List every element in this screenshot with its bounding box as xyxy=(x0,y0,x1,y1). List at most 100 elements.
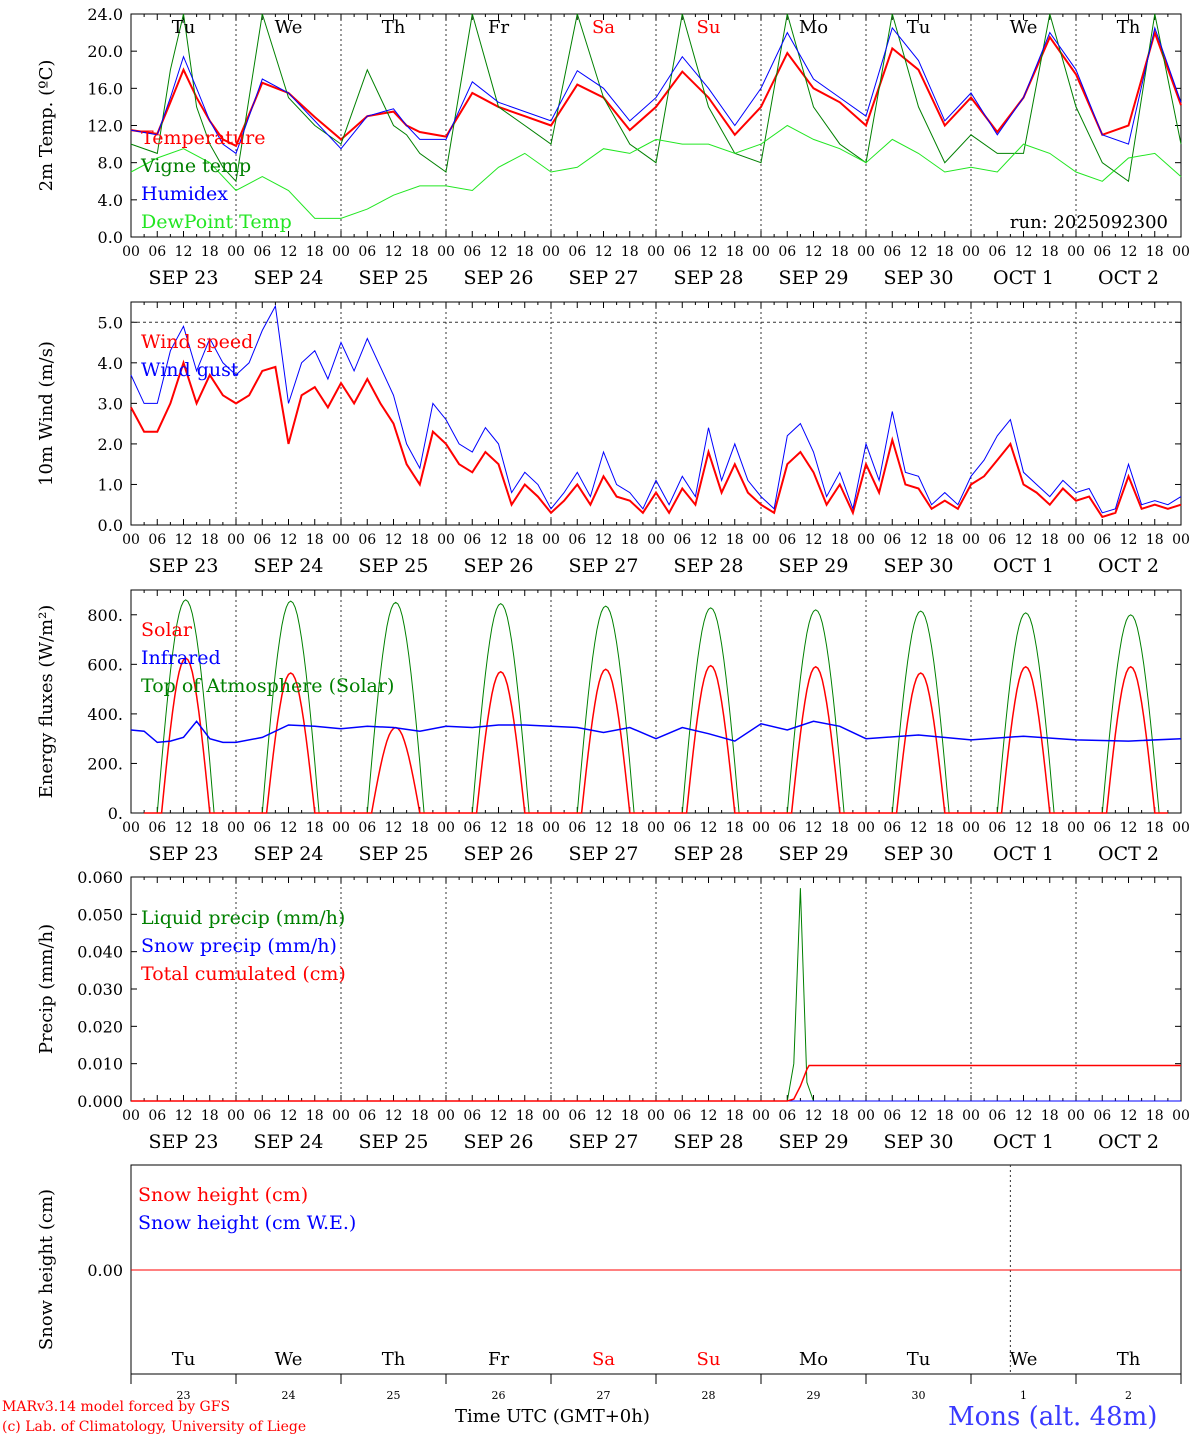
hour-tick-label: 00 xyxy=(122,820,140,836)
date-label: OCT 1 xyxy=(993,1131,1054,1153)
y-tick-label: 400. xyxy=(87,705,123,724)
day-number-label: 23 xyxy=(177,1389,191,1402)
hour-tick-label: 18 xyxy=(306,244,324,260)
hour-tick-label: 06 xyxy=(253,820,271,836)
hour-tick-label: 18 xyxy=(1041,820,1059,836)
hour-tick-label: 06 xyxy=(253,532,271,548)
hour-tick-label: 00 xyxy=(227,1108,245,1124)
weekday-label: We xyxy=(1010,1349,1038,1370)
hour-tick-label: 00 xyxy=(227,820,245,836)
hour-tick-label: 18 xyxy=(1146,244,1164,260)
hour-tick-label: 06 xyxy=(568,532,586,548)
y-tick-label: 24.0 xyxy=(87,5,123,24)
weekday-label: Tu xyxy=(907,17,931,38)
weekday-label: Su xyxy=(697,1349,721,1370)
hour-tick-label: 12 xyxy=(1120,532,1138,548)
y-tick-label: 20.0 xyxy=(87,42,123,61)
date-label: SEP 30 xyxy=(884,1131,954,1153)
y-tick-label: 0.0 xyxy=(98,228,123,247)
y-tick-label: 0.0 xyxy=(98,516,123,535)
y-tick-label: 4.0 xyxy=(98,354,123,373)
hour-tick-label: 18 xyxy=(726,532,744,548)
hour-tick-label: 00 xyxy=(332,1108,350,1124)
hour-tick-label: 18 xyxy=(516,1108,534,1124)
hour-tick-label: 12 xyxy=(490,532,508,548)
date-label: SEP 30 xyxy=(884,555,954,577)
date-label: SEP 30 xyxy=(884,267,954,289)
hour-tick-label: 00 xyxy=(752,820,770,836)
series-solar xyxy=(144,657,1168,814)
hour-tick-label: 00 xyxy=(1067,244,1085,260)
legend-snow-precip-mm-h-: Snow precip (mm/h) xyxy=(141,935,337,957)
hour-tick-label: 00 xyxy=(857,820,875,836)
y-tick-label: 0. xyxy=(108,804,123,823)
hour-tick-label: 18 xyxy=(621,244,639,260)
hour-tick-label: 12 xyxy=(910,244,928,260)
hour-tick-label: 06 xyxy=(463,532,481,548)
hour-tick-label: 18 xyxy=(201,820,219,836)
hour-tick-label: 12 xyxy=(700,532,718,548)
hour-tick-label: 00 xyxy=(542,1108,560,1124)
hour-tick-label: 00 xyxy=(542,820,560,836)
date-label: SEP 28 xyxy=(674,843,744,865)
hour-tick-label: 18 xyxy=(936,1108,954,1124)
y-tick-label: 4.0 xyxy=(98,191,123,210)
date-label: SEP 26 xyxy=(464,555,534,577)
hour-tick-label: 06 xyxy=(883,244,901,260)
hour-tick-label: 00 xyxy=(227,244,245,260)
hour-tick-label: 18 xyxy=(936,820,954,836)
hour-tick-label: 06 xyxy=(463,244,481,260)
series-wind-gust xyxy=(130,304,1182,514)
legend-solar: Solar xyxy=(141,619,193,641)
hour-tick-label: 12 xyxy=(1015,820,1033,836)
hour-tick-label: 12 xyxy=(1015,532,1033,548)
y-tick-label: 600. xyxy=(87,655,123,674)
hour-tick-label: 00 xyxy=(1172,1108,1190,1124)
weekday-label: We xyxy=(275,1349,303,1370)
day-number-label: 29 xyxy=(807,1389,821,1402)
y-tick-label: 12.0 xyxy=(87,117,123,136)
hour-tick-label: 18 xyxy=(1041,1108,1059,1124)
weekday-label: We xyxy=(1010,17,1038,38)
hour-tick-label: 12 xyxy=(805,532,823,548)
hour-tick-label: 00 xyxy=(857,1108,875,1124)
date-label: SEP 23 xyxy=(149,1131,219,1153)
weekday-label: Su xyxy=(697,17,721,38)
day-number-label: 26 xyxy=(492,1389,506,1402)
weekday-label: Fr xyxy=(488,17,509,38)
date-label: OCT 1 xyxy=(993,843,1054,865)
weekday-label: Fr xyxy=(488,1349,509,1370)
date-label: SEP 25 xyxy=(359,843,429,865)
hour-tick-label: 12 xyxy=(700,820,718,836)
hour-tick-label: 18 xyxy=(411,532,429,548)
panel-temperature: 00 06 12 18 00 06 12 18 00 06 12 18 00 06 12 18 00 06 12 18… xyxy=(36,5,1190,289)
day-number-label: 25 xyxy=(387,1389,401,1402)
y-axis-label: 10m Wind (m/s) xyxy=(36,341,57,486)
hour-tick-label: 06 xyxy=(1093,1108,1111,1124)
hour-tick-label: 06 xyxy=(253,244,271,260)
hour-tick-label: 00 xyxy=(962,532,980,548)
date-label: OCT 2 xyxy=(1098,267,1159,289)
date-label: OCT 2 xyxy=(1098,555,1159,577)
day-number-label: 2 xyxy=(1125,1389,1132,1402)
date-label: SEP 26 xyxy=(464,267,534,289)
day-number-label: 28 xyxy=(702,1389,716,1402)
legend-infrared: Infrared xyxy=(141,647,221,669)
date-label: SEP 24 xyxy=(254,1131,324,1153)
hour-tick-label: 06 xyxy=(1093,244,1111,260)
hour-tick-label: 12 xyxy=(805,244,823,260)
hour-tick-label: 18 xyxy=(1146,1108,1164,1124)
legend-vigne-temp: Vigne temp xyxy=(140,155,251,177)
y-axis-label: 2m Temp. (ºC) xyxy=(36,60,57,192)
day-number-label: 24 xyxy=(282,1389,296,1402)
hour-tick-label: 18 xyxy=(411,1108,429,1124)
hour-tick-label: 18 xyxy=(621,1108,639,1124)
date-label: OCT 2 xyxy=(1098,1131,1159,1153)
hour-tick-label: 18 xyxy=(726,820,744,836)
date-label: SEP 24 xyxy=(254,555,324,577)
hour-tick-label: 06 xyxy=(568,820,586,836)
weekday-label: Th xyxy=(1117,17,1141,38)
hour-tick-label: 00 xyxy=(1172,244,1190,260)
hour-tick-label: 12 xyxy=(280,532,298,548)
hour-tick-label: 06 xyxy=(568,1108,586,1124)
